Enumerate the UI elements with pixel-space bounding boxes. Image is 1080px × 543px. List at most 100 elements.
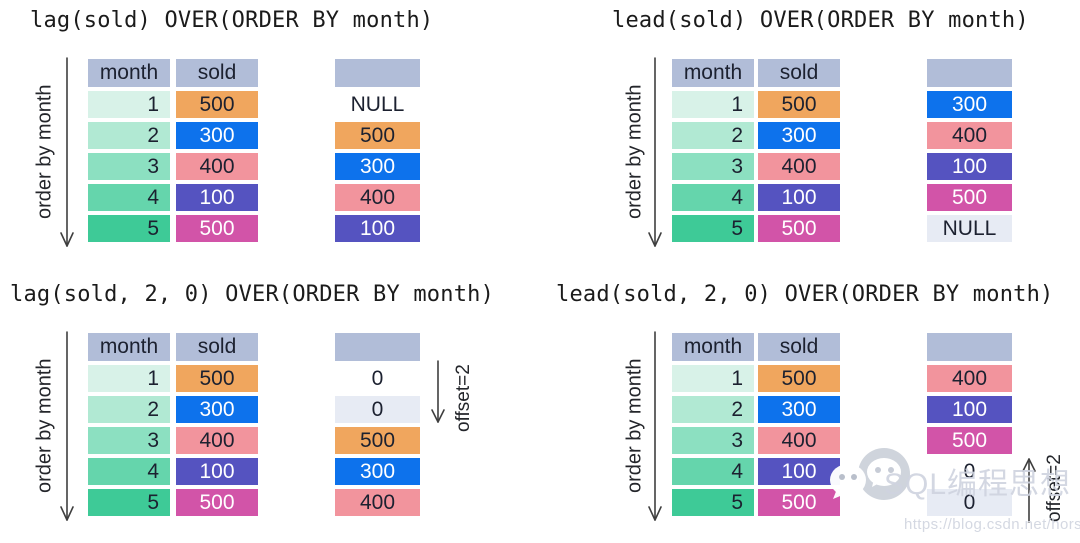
panel-lag-offset2-default0: lag(sold, 2, 0) OVER(ORDER BY month) ord… <box>0 274 540 543</box>
result-cell: 100 <box>335 215 420 242</box>
month-cell: 5 <box>672 215 754 242</box>
sold-cell: 400 <box>176 427 258 454</box>
month-column: month 1 2 3 4 5 <box>672 59 754 246</box>
sold-column: sold 500 300 400 100 500 <box>176 333 258 520</box>
result-header-cell <box>335 59 420 87</box>
result-cell: 500 <box>335 122 420 149</box>
month-cell: 1 <box>672 365 754 392</box>
sold-cell: 300 <box>176 396 258 423</box>
month-cell: 3 <box>672 427 754 454</box>
result-cell: 400 <box>335 489 420 516</box>
result-header-cell <box>927 59 1012 87</box>
sold-cell: 100 <box>758 184 840 211</box>
sold-cell: 500 <box>758 489 840 516</box>
result-column: 0 0 500 300 400 <box>335 333 420 520</box>
panel-title: lag(sold) OVER(ORDER BY month) <box>30 8 434 33</box>
sold-cell: 400 <box>758 153 840 180</box>
result-cell: 500 <box>927 427 1012 454</box>
month-cell: 5 <box>88 489 170 516</box>
sold-cell: 400 <box>758 427 840 454</box>
result-cell: NULL <box>335 91 420 118</box>
column-header-sold: sold <box>758 333 840 361</box>
month-cell: 2 <box>88 122 170 149</box>
sold-cell: 100 <box>176 458 258 485</box>
result-column: 400 100 500 0 0 <box>927 333 1012 520</box>
panel-title: lead(sold, 2, 0) OVER(ORDER BY month) <box>556 282 1054 307</box>
order-by-label: order by month <box>33 358 56 494</box>
offset-down-arrow-icon <box>431 360 445 423</box>
result-cell: 100 <box>927 153 1012 180</box>
column-header-sold: sold <box>758 59 840 87</box>
month-cell: 4 <box>88 458 170 485</box>
order-direction-down-arrow-icon <box>60 331 74 521</box>
month-cell: 3 <box>88 427 170 454</box>
month-cell: 3 <box>88 153 170 180</box>
panel-lag-simple: lag(sold) OVER(ORDER BY month) order by … <box>0 0 540 270</box>
month-column: month 1 2 3 4 5 <box>88 59 170 246</box>
result-cell: 100 <box>927 396 1012 423</box>
sold-cell: 500 <box>176 365 258 392</box>
result-cell: 500 <box>335 427 420 454</box>
result-cell: 0 <box>335 396 420 423</box>
panel-lead-simple: lead(sold) OVER(ORDER BY month) order by… <box>540 0 1080 270</box>
order-direction-down-arrow-icon <box>648 331 662 521</box>
column-header-month: month <box>672 333 754 361</box>
month-cell: 4 <box>88 184 170 211</box>
result-cell: 0 <box>927 489 1012 516</box>
column-header-sold: sold <box>176 333 258 361</box>
order-by-label: order by month <box>623 358 646 494</box>
offset-label: offset=2 <box>453 364 474 433</box>
month-cell: 4 <box>672 458 754 485</box>
result-cell: 400 <box>335 184 420 211</box>
result-cell: 0 <box>335 365 420 392</box>
sold-cell: 300 <box>758 122 840 149</box>
result-cell: 0 <box>927 458 1012 485</box>
sold-cell: 500 <box>176 489 258 516</box>
offset-label: offset=2 <box>1044 454 1065 522</box>
month-cell: 3 <box>672 153 754 180</box>
result-header-cell <box>335 333 420 361</box>
result-cell: 300 <box>335 458 420 485</box>
offset-up-arrow-icon <box>1022 458 1036 523</box>
panel-title: lead(sold) OVER(ORDER BY month) <box>612 8 1029 33</box>
month-cell: 1 <box>672 91 754 118</box>
sold-column: sold 500 300 400 100 500 <box>758 333 840 520</box>
sold-cell: 500 <box>176 215 258 242</box>
sold-cell: 300 <box>758 396 840 423</box>
month-cell: 5 <box>88 215 170 242</box>
sold-column: sold 500 300 400 100 500 <box>176 59 258 246</box>
month-column: month 1 2 3 4 5 <box>672 333 754 520</box>
sold-cell: 500 <box>758 215 840 242</box>
month-cell: 2 <box>672 122 754 149</box>
month-column: month 1 2 3 4 5 <box>88 333 170 520</box>
result-column: NULL 500 300 400 100 <box>335 59 420 246</box>
sold-cell: 500 <box>758 91 840 118</box>
sold-cell: 400 <box>176 153 258 180</box>
month-cell: 2 <box>672 396 754 423</box>
result-cell: 300 <box>927 91 1012 118</box>
sold-cell: 100 <box>176 184 258 211</box>
column-header-month: month <box>88 333 170 361</box>
result-cell: 400 <box>927 122 1012 149</box>
panel-lead-offset2-default0: lead(sold, 2, 0) OVER(ORDER BY month) or… <box>540 274 1080 543</box>
column-header-month: month <box>672 59 754 87</box>
month-cell: 4 <box>672 184 754 211</box>
result-header-cell <box>927 333 1012 361</box>
sold-column: sold 500 300 400 100 500 <box>758 59 840 246</box>
order-direction-down-arrow-icon <box>648 57 662 247</box>
column-header-sold: sold <box>176 59 258 87</box>
order-by-label: order by month <box>623 84 646 220</box>
result-column: 300 400 100 500 NULL <box>927 59 1012 246</box>
result-cell: 500 <box>927 184 1012 211</box>
month-cell: 1 <box>88 91 170 118</box>
column-header-month: month <box>88 59 170 87</box>
panel-title: lag(sold, 2, 0) OVER(ORDER BY month) <box>10 282 495 307</box>
result-cell: NULL <box>927 215 1012 242</box>
order-direction-down-arrow-icon <box>60 57 74 247</box>
sold-cell: 500 <box>758 365 840 392</box>
sold-cell: 300 <box>176 122 258 149</box>
result-cell: 400 <box>927 365 1012 392</box>
month-cell: 1 <box>88 365 170 392</box>
sold-cell: 500 <box>176 91 258 118</box>
